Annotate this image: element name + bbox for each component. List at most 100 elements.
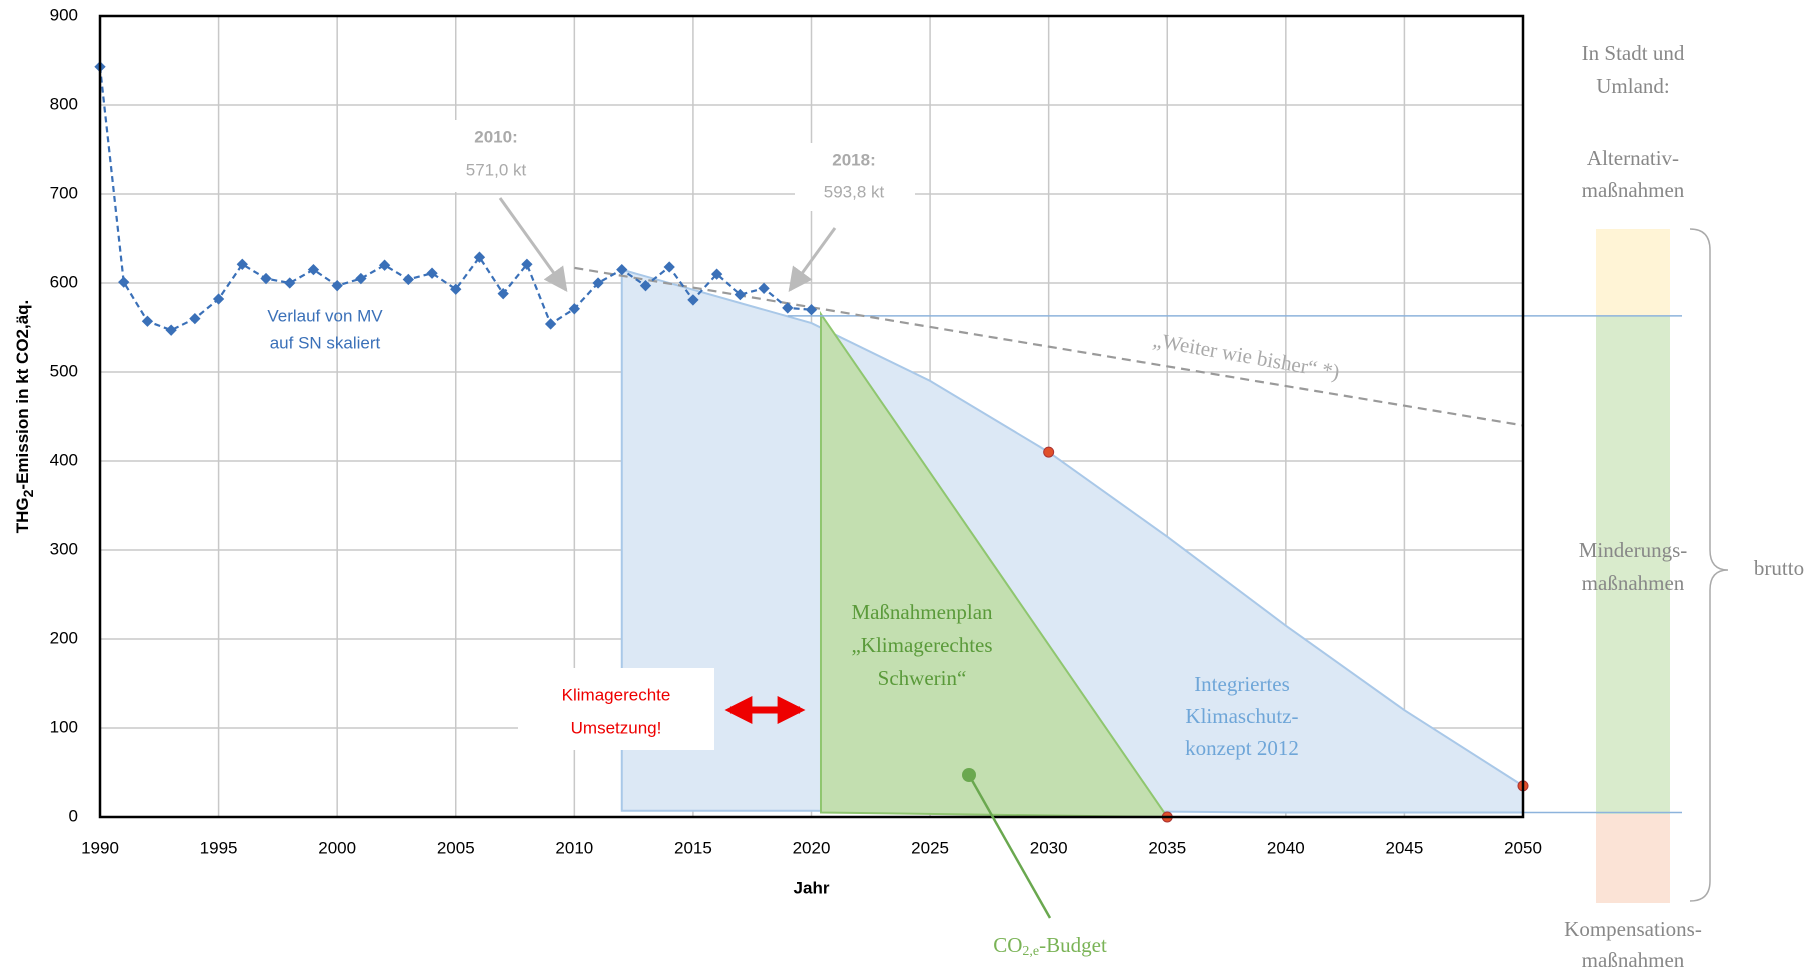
trend-line (574, 266, 1524, 427)
note-2010: 2010: (474, 127, 517, 146)
history-point (616, 263, 628, 276)
y-tick-label: 0 (69, 806, 78, 825)
note-arrow (498, 197, 568, 292)
history-point (212, 293, 225, 305)
history-point (758, 282, 770, 294)
plan-label: Maßnahmenplan (851, 600, 993, 624)
history-point (568, 303, 580, 315)
history-point (236, 258, 248, 270)
x-tick-label: 2025 (911, 838, 949, 857)
history-point (734, 288, 747, 301)
x-tick-label: 1990 (81, 838, 119, 857)
action-bg (518, 668, 714, 750)
history-point (165, 324, 177, 336)
history-point (402, 273, 414, 286)
minderung-bar (1596, 316, 1670, 814)
action-label: Umsetzung! (571, 718, 662, 737)
concept-label: Integriertes (1194, 672, 1290, 696)
budget-label-part: -Budget (1039, 933, 1107, 957)
side-label: Minderungs- (1579, 538, 1688, 562)
side-label: maßnahmen (1582, 571, 1685, 595)
history-point (805, 304, 818, 316)
history-point (355, 272, 367, 285)
plot: 0 100 200 300 400 500 600 700 800 900 1990 1995 2000… (13, 5, 1682, 959)
budget-label: CO2,e-Budget (993, 933, 1107, 959)
alternativ-bar (1596, 229, 1670, 316)
x-tick-label: 2020 (793, 838, 831, 857)
plan-label: „Klimagerechtes (851, 633, 992, 657)
history-point (378, 259, 391, 271)
history-label: auf SN skaliert (270, 333, 381, 352)
y-axis-label: THG2-Emission in kt CO2,äq. (13, 300, 35, 534)
x-axis-label: Jahr (794, 878, 830, 897)
y-tick-label: 400 (50, 450, 78, 469)
history-point (663, 261, 675, 273)
y-tick-label: 800 (50, 94, 78, 113)
history-point (260, 272, 272, 285)
history-point (331, 280, 343, 292)
history-point (544, 318, 557, 330)
history-point (782, 302, 794, 314)
x-tick-label: 1995 (200, 838, 238, 857)
brace-label: brutto (1754, 556, 1804, 580)
budget-pointer (967, 774, 1052, 919)
history-point (307, 263, 320, 276)
plot-frame (98, 14, 1525, 819)
y-tick-label: 200 (50, 628, 78, 647)
y-axis-label-part: 2 (20, 489, 36, 497)
note-2010: 571,0 kt (466, 160, 527, 179)
side-label: Alternativ- (1587, 146, 1679, 170)
history-point (710, 268, 723, 280)
history-point (141, 315, 154, 327)
y-tick-label: 900 (50, 5, 78, 24)
history-point (592, 277, 604, 289)
note-bg (436, 120, 556, 192)
budget-dot (962, 768, 976, 782)
x-tick-label: 2045 (1386, 838, 1424, 857)
side-label: Kompensations- (1564, 917, 1702, 941)
note-2018: 2018: (832, 150, 875, 169)
concept-label: konzept 2012 (1185, 736, 1299, 760)
history-point (426, 267, 438, 279)
trend-label: „Weiter wie bisher“ *) (1151, 328, 1341, 384)
brace (1689, 228, 1729, 902)
note-bg (795, 143, 915, 211)
history-point (118, 276, 130, 288)
x-tick-label: 2050 (1504, 838, 1542, 857)
history-point (687, 294, 699, 306)
budget-label-part: CO (993, 933, 1022, 957)
history-point (521, 258, 533, 270)
side-label: maßnahmen (1582, 948, 1685, 972)
kompensation-bar (1596, 814, 1670, 903)
y-tick-label: 100 (50, 717, 78, 736)
y-axis-label-part: -Emission in kt CO2,äq. (13, 300, 32, 490)
y-tick-label: 600 (50, 272, 78, 291)
y-tick-label: 700 (50, 183, 78, 202)
history-label: Verlauf von MV (267, 306, 383, 325)
plan-label: Schwerin“ (878, 666, 967, 690)
x-tick-label: 2015 (674, 838, 712, 857)
history-point (189, 312, 201, 325)
x-tick-label: 2040 (1267, 838, 1305, 857)
concept-label: Klimaschutz- (1185, 704, 1298, 728)
history-point (450, 283, 462, 295)
y-tick-label: 500 (50, 361, 78, 380)
action-label: Klimagerechte (562, 685, 671, 704)
target-point (1043, 446, 1055, 458)
y-axis-label-part: THG (13, 497, 32, 533)
history-point (284, 277, 296, 289)
note-2018: 593,8 kt (824, 182, 885, 201)
side-header: Umland: (1596, 74, 1670, 98)
x-tick-label: 2005 (437, 838, 475, 857)
side-label: maßnahmen (1582, 178, 1685, 202)
history-point (639, 280, 652, 292)
side-header: In Stadt und (1582, 41, 1685, 65)
history-point (497, 288, 509, 300)
x-tick-label: 2010 (555, 838, 593, 857)
x-tick-label: 2030 (1030, 838, 1068, 857)
plan-area (819, 310, 1170, 819)
budget-label-part: 2,e (1022, 944, 1039, 959)
y-tick-label: 300 (50, 539, 78, 558)
note-arrow (788, 227, 837, 292)
